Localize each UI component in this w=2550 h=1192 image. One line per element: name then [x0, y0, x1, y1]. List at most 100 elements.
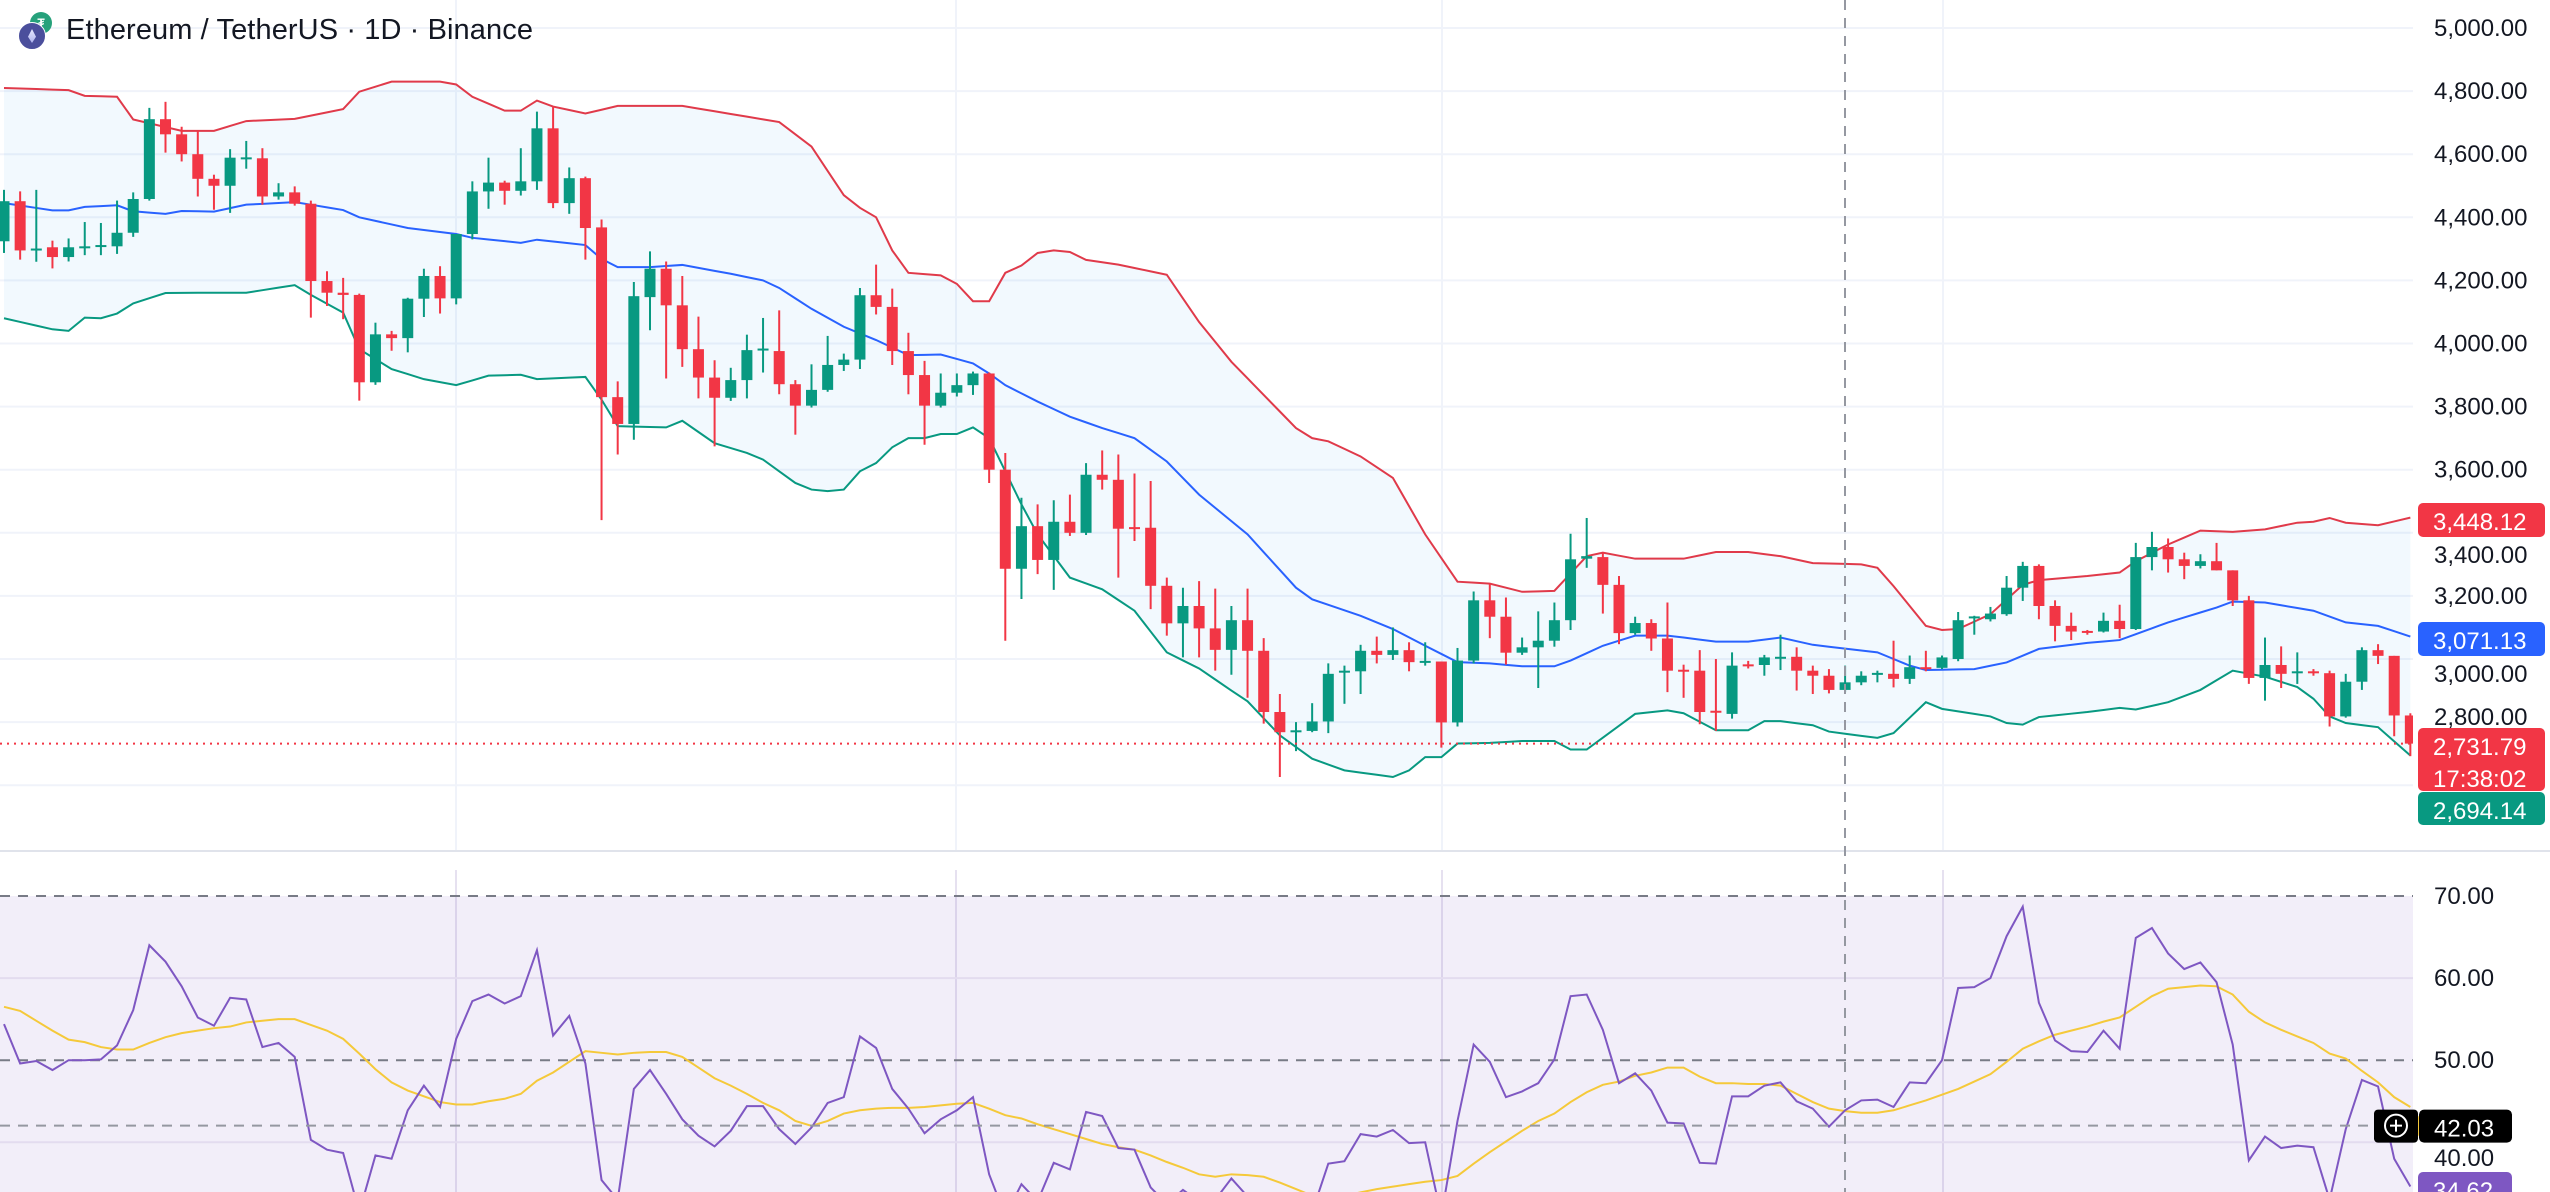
candle[interactable] — [1823, 669, 1835, 694]
candle[interactable] — [999, 452, 1011, 641]
candle[interactable] — [2356, 647, 2368, 690]
candle[interactable] — [1888, 640, 1900, 688]
candle[interactable] — [2178, 552, 2190, 580]
candle[interactable] — [1484, 583, 1496, 639]
candle[interactable] — [1161, 577, 1173, 636]
candle[interactable] — [1290, 722, 1302, 752]
candle[interactable] — [2243, 595, 2255, 684]
candle[interactable] — [1274, 694, 1286, 777]
candle[interactable] — [1064, 494, 1076, 536]
candle[interactable] — [789, 380, 801, 435]
candle[interactable] — [30, 189, 42, 262]
candle[interactable] — [1177, 587, 1189, 658]
candle[interactable] — [450, 234, 462, 305]
candle[interactable] — [208, 174, 220, 210]
candle[interactable] — [2065, 612, 2077, 641]
candle[interactable] — [1225, 605, 1237, 675]
candle[interactable] — [676, 275, 688, 367]
candle[interactable] — [919, 360, 931, 445]
candle[interactable] — [192, 130, 204, 197]
candle[interactable] — [2049, 600, 2061, 642]
candle[interactable] — [870, 264, 882, 315]
candle[interactable] — [1678, 664, 1690, 698]
candle[interactable] — [983, 372, 995, 483]
candle[interactable] — [2324, 670, 2336, 727]
candle[interactable] — [725, 367, 737, 401]
candle[interactable] — [2146, 531, 2158, 571]
candle[interactable] — [1145, 481, 1157, 610]
candle[interactable] — [1209, 588, 1221, 671]
candle[interactable] — [1645, 619, 1657, 651]
candle[interactable] — [563, 167, 575, 214]
candle[interactable] — [1742, 660, 1754, 669]
candle[interactable] — [466, 181, 478, 240]
candle[interactable] — [143, 107, 155, 201]
candle[interactable] — [2404, 713, 2416, 757]
candle[interactable] — [1193, 581, 1205, 658]
candle[interactable] — [902, 332, 914, 395]
candle[interactable] — [2227, 570, 2239, 606]
candle[interactable] — [1080, 463, 1092, 536]
candle[interactable] — [321, 271, 333, 306]
candle[interactable] — [2307, 669, 2319, 676]
candle[interactable] — [353, 293, 365, 401]
candle[interactable] — [1565, 533, 1577, 630]
candle[interactable] — [1242, 588, 1254, 698]
candle[interactable] — [1112, 454, 1124, 578]
candle[interactable] — [579, 176, 591, 260]
candle[interactable] — [2033, 564, 2045, 620]
candle[interactable] — [79, 222, 91, 256]
candle[interactable] — [1387, 627, 1399, 660]
candle[interactable] — [1403, 642, 1415, 672]
candle[interactable] — [2388, 655, 2400, 737]
candle[interactable] — [1758, 654, 1770, 676]
candle[interactable] — [741, 334, 753, 399]
candle[interactable] — [2194, 554, 2206, 569]
candle[interactable] — [2275, 646, 2287, 689]
candle[interactable] — [1306, 703, 1318, 733]
candle[interactable] — [1597, 552, 1609, 614]
candle[interactable] — [2114, 604, 2126, 639]
candle[interactable] — [1613, 576, 1625, 645]
candle[interactable] — [2340, 673, 2352, 718]
candle[interactable] — [612, 381, 624, 455]
candle[interactable] — [1516, 637, 1528, 655]
candle[interactable] — [1548, 602, 1560, 647]
candle[interactable] — [2211, 542, 2223, 571]
candle[interactable] — [1920, 650, 1932, 672]
candle[interactable] — [176, 126, 188, 162]
candle[interactable] — [499, 180, 511, 205]
candle[interactable] — [1371, 636, 1383, 664]
candle[interactable] — [224, 149, 236, 213]
candle[interactable] — [709, 360, 721, 447]
candle[interactable] — [1871, 670, 1883, 683]
candle[interactable] — [305, 200, 317, 318]
candle[interactable] — [596, 219, 608, 521]
candle[interactable] — [289, 186, 301, 206]
candle[interactable] — [2001, 576, 2013, 616]
candle[interactable] — [1338, 665, 1350, 704]
candle[interactable] — [0, 189, 10, 253]
candle[interactable] — [2098, 612, 2109, 633]
candle[interactable] — [1015, 497, 1027, 600]
candle[interactable] — [1129, 473, 1140, 542]
symbol-title[interactable]: Ethereum / TetherUS · 1D · Binance — [66, 13, 534, 46]
price-axis[interactable]: 5,000.00 4,800.00 4,600.00 4,400.00 4,200.00… — [2418, 15, 2545, 825]
candle[interactable] — [1726, 652, 1738, 719]
candle[interactable] — [757, 317, 769, 373]
candle[interactable] — [1694, 650, 1706, 725]
candle[interactable] — [1581, 517, 1593, 568]
candle[interactable] — [1419, 642, 1431, 666]
candle[interactable] — [1032, 504, 1044, 575]
candle[interactable] — [2372, 644, 2384, 665]
candle[interactable] — [1532, 611, 1544, 689]
candle[interactable] — [1936, 655, 1948, 670]
candle[interactable] — [1355, 644, 1367, 695]
candle[interactable] — [1775, 634, 1786, 671]
candle[interactable] — [256, 148, 268, 205]
candle[interactable] — [46, 240, 58, 269]
candle[interactable] — [483, 157, 494, 209]
candle[interactable] — [1452, 647, 1463, 727]
candle[interactable] — [886, 288, 898, 365]
